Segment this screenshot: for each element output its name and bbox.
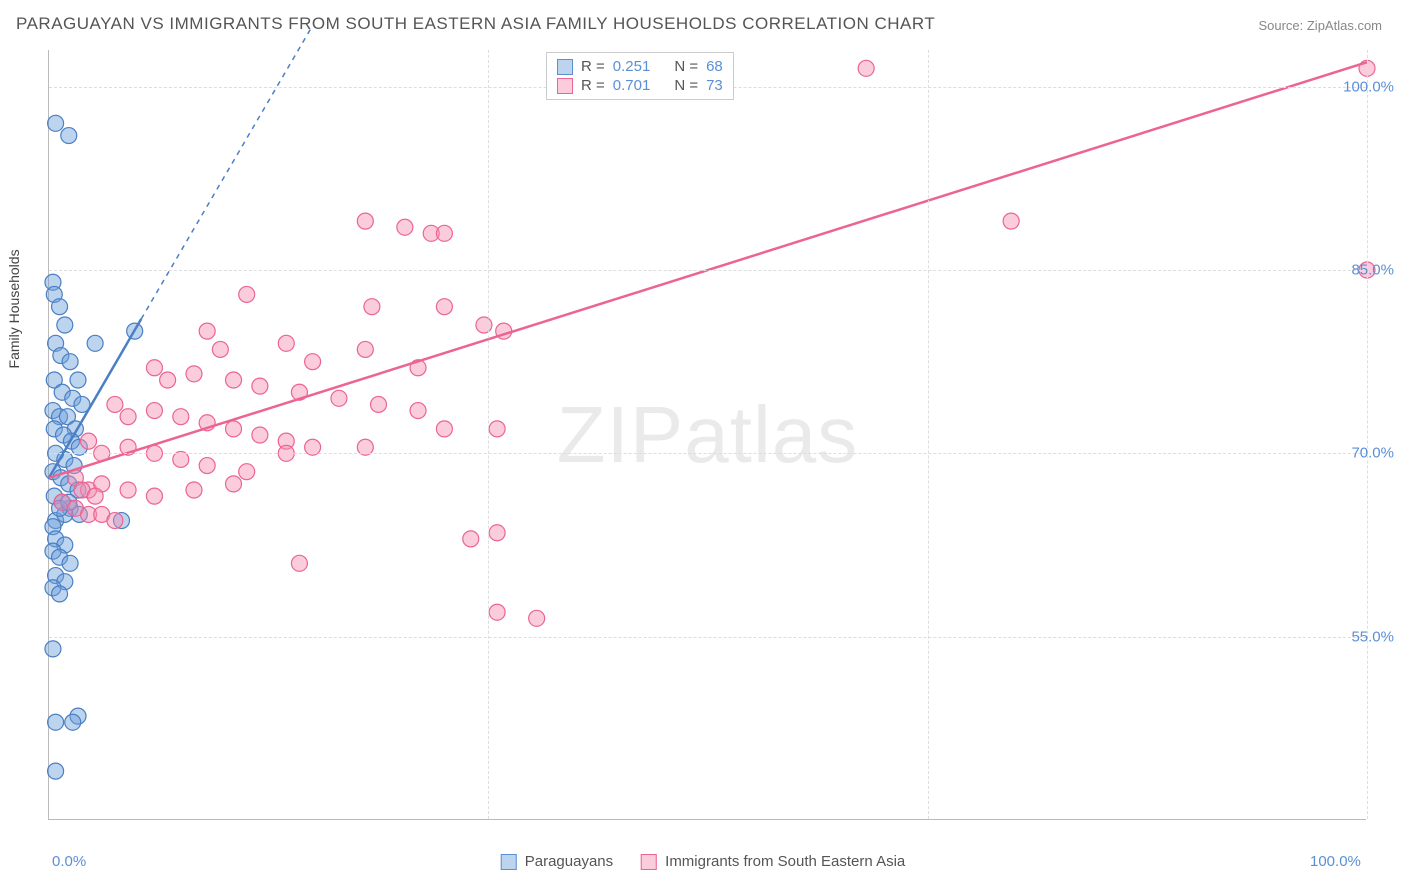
data-point	[62, 555, 78, 571]
series-legend: Paraguayans Immigrants from South Easter…	[501, 853, 906, 870]
chart-plot-area: ZIPatlas	[48, 50, 1366, 820]
gridline-v	[488, 50, 489, 819]
ytick-label: 55.0%	[1351, 628, 1394, 645]
r-value: 0.701	[613, 77, 651, 94]
data-point	[489, 604, 505, 620]
gridline-h	[49, 453, 1366, 454]
legend-item-immigrants: Immigrants from South Eastern Asia	[641, 853, 905, 870]
n-value: 73	[706, 77, 723, 94]
data-point	[107, 513, 123, 529]
data-point	[160, 372, 176, 388]
data-point	[57, 317, 73, 333]
n-label: N =	[674, 77, 698, 94]
data-point	[226, 372, 242, 388]
data-point	[87, 335, 103, 351]
data-point	[199, 458, 215, 474]
gridline-h	[49, 637, 1366, 638]
data-point	[226, 476, 242, 492]
data-point	[120, 482, 136, 498]
legend-item-paraguayans: Paraguayans	[501, 853, 613, 870]
r-value: 0.251	[613, 58, 651, 75]
gridline-h	[49, 270, 1366, 271]
xtick-label: 0.0%	[52, 853, 86, 870]
data-point	[146, 360, 162, 376]
data-point	[529, 610, 545, 626]
swatch-pink-icon	[557, 78, 573, 94]
data-point	[410, 403, 426, 419]
data-point	[331, 390, 347, 406]
data-point	[305, 354, 321, 370]
source-attribution: Source: ZipAtlas.com	[1258, 18, 1382, 33]
data-point	[48, 763, 64, 779]
scatter-plot-svg	[49, 50, 1366, 819]
data-point	[1003, 213, 1019, 229]
data-point	[291, 555, 307, 571]
data-point	[146, 488, 162, 504]
data-point	[173, 409, 189, 425]
trend-line-extrapolated	[141, 26, 312, 319]
swatch-pink-icon	[641, 854, 657, 870]
data-point	[278, 335, 294, 351]
data-point	[70, 372, 86, 388]
data-point	[226, 421, 242, 437]
data-point	[120, 409, 136, 425]
data-point	[397, 219, 413, 235]
data-point	[65, 714, 81, 730]
legend-label: Immigrants from South Eastern Asia	[665, 853, 905, 870]
n-label: N =	[674, 58, 698, 75]
data-point	[61, 128, 77, 144]
gridline-v	[1367, 50, 1368, 819]
data-point	[489, 525, 505, 541]
data-point	[357, 213, 373, 229]
data-point	[436, 421, 452, 437]
data-point	[52, 299, 68, 315]
data-point	[357, 341, 373, 357]
legend-row-paraguayans: R = 0.251 N = 68	[557, 57, 723, 76]
data-point	[186, 366, 202, 382]
data-point	[45, 641, 61, 657]
data-point	[476, 317, 492, 333]
data-point	[48, 115, 64, 131]
ytick-label: 70.0%	[1351, 445, 1394, 462]
data-point	[371, 396, 387, 412]
data-point	[463, 531, 479, 547]
data-point	[858, 60, 874, 76]
data-point	[48, 714, 64, 730]
r-label: R =	[581, 77, 605, 94]
data-point	[436, 299, 452, 315]
legend-label: Paraguayans	[525, 853, 613, 870]
data-point	[436, 225, 452, 241]
r-label: R =	[581, 58, 605, 75]
data-point	[364, 299, 380, 315]
xtick-label: 100.0%	[1310, 853, 1361, 870]
chart-title: PARAGUAYAN VS IMMIGRANTS FROM SOUTH EAST…	[16, 14, 935, 34]
swatch-blue-icon	[501, 854, 517, 870]
data-point	[199, 323, 215, 339]
swatch-blue-icon	[557, 59, 573, 75]
legend-row-immigrants: R = 0.701 N = 73	[557, 76, 723, 95]
data-point	[52, 586, 68, 602]
data-point	[87, 488, 103, 504]
data-point	[252, 427, 268, 443]
data-point	[186, 482, 202, 498]
gridline-v	[928, 50, 929, 819]
data-point	[489, 421, 505, 437]
y-axis-label: Family Households	[6, 249, 22, 368]
ytick-label: 85.0%	[1351, 262, 1394, 279]
data-point	[239, 464, 255, 480]
data-point	[146, 403, 162, 419]
n-value: 68	[706, 58, 723, 75]
data-point	[107, 396, 123, 412]
data-point	[239, 286, 255, 302]
data-point	[212, 341, 228, 357]
data-point	[62, 354, 78, 370]
ytick-label: 100.0%	[1343, 78, 1394, 95]
data-point	[81, 433, 97, 449]
data-point	[252, 378, 268, 394]
correlation-legend: R = 0.251 N = 68 R = 0.701 N = 73	[546, 52, 734, 100]
